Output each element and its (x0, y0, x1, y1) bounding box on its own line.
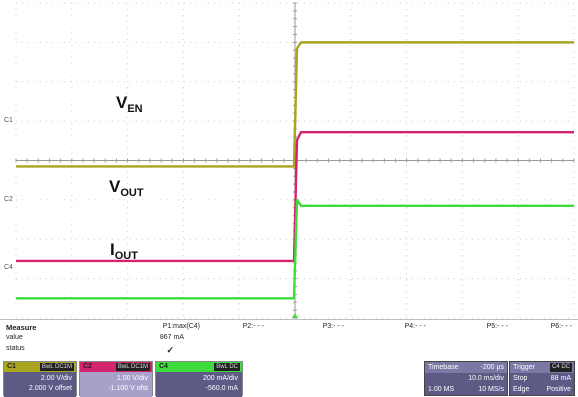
channel-c2-title: C2 BwL DC1M (80, 362, 152, 372)
channel-c1-title: C1 BwL DC1M (4, 362, 76, 372)
value-row-label: value (6, 334, 23, 341)
channel-c4-descriptor[interactable]: C4 BwL DC 200 mA/div -560.0 mA (155, 361, 243, 397)
channel-c4-scale: 200 mA/div (202, 375, 238, 382)
param-p3-name[interactable]: P3:- - - (322, 323, 344, 330)
channel-c1-descriptor[interactable]: C1 BwL DC1M 2.00 V/div 2.000 V offset (3, 361, 77, 397)
channel-c1-offset: 2.000 V offset (28, 385, 72, 392)
timebase-header: Timebase -200 µs (425, 362, 507, 373)
param-p1-status-check-icon: ✓ (166, 345, 174, 355)
trigger-mode-row: Stop 88 mA (510, 373, 574, 384)
channel-c4-title: C4 BwL DC (156, 362, 242, 372)
waveform-display[interactable]: C1 C2 C4 VEN VOUT IOUT (0, 0, 578, 320)
c2-ground-marker: C2 (4, 196, 13, 203)
c2-vout-trace (16, 130, 574, 263)
channel-c4-offset: -560.0 mA (205, 385, 238, 392)
trigger-header: Trigger C4 DC (510, 362, 574, 373)
measure-panel: Measure P1:max(C4) P2:- - - P3:- - - P4:… (0, 320, 578, 360)
channel-c2-descriptor[interactable]: C2 BwL DC1M 1.00 V/div -1.100 V ofst (79, 361, 153, 397)
c1-ground-marker: C1 (4, 117, 13, 124)
channel-descriptor-bar: C1 BwL DC1M 2.00 V/div 2.000 V offset C2… (0, 361, 578, 397)
channel-c4-body: 200 mA/div -560.0 mA (156, 372, 242, 397)
trigger-title: Trigger (513, 364, 535, 371)
measure-header-row: Measure P1:max(C4) P2:- - - P3:- - - P4:… (6, 323, 572, 333)
timebase-samples: 1.00 MS (428, 386, 455, 393)
measure-title: Measure (6, 323, 37, 332)
ven-label: VEN (116, 93, 143, 115)
channel-c2-offset: -1.100 V ofst (108, 385, 148, 392)
param-p1-name[interactable]: P1:max(C4) (162, 323, 200, 330)
timebase-samples-row: 1.00 MS 10 MS/s (425, 384, 507, 395)
channel-c4-coupling: BwL DC (214, 363, 240, 371)
timebase-title: Timebase (428, 364, 459, 371)
trigger-slope: Positive (546, 386, 571, 393)
timebase-descriptor[interactable]: Timebase -200 µs 10.0 ms/div 1.00 MS 10 … (424, 361, 508, 396)
channel-c2-scale: 1.00 V/div (116, 375, 148, 382)
measure-status-row: status ✓ (6, 345, 572, 355)
trigger-descriptor[interactable]: Trigger C4 DC Stop 88 mA Edge Positive (509, 361, 575, 396)
param-p5-name[interactable]: P5:- - - (486, 323, 508, 330)
trigger-marker-icon (292, 313, 298, 318)
trigger-level: 88 mA (550, 375, 571, 382)
timebase-delay: -200 µs (480, 364, 505, 371)
trigger-mode: Stop (513, 375, 528, 382)
measure-value-row: value 867 mA (6, 334, 572, 344)
param-p2-name[interactable]: P2:- - - (242, 323, 264, 330)
channel-c1-coupling: BwL DC1M (39, 363, 74, 371)
param-p1-value: 867 mA (159, 334, 184, 341)
c4-ground-marker: C4 (4, 264, 13, 271)
c1-ven-trace (16, 41, 574, 168)
timebase-scale: 10.0 ms/div (468, 375, 504, 382)
vout-label: VOUT (109, 177, 144, 199)
channel-c1-body: 2.00 V/div 2.000 V offset (4, 372, 76, 397)
param-p4-name[interactable]: P4:- - - (404, 323, 426, 330)
trigger-type: Edge (513, 386, 530, 393)
timebase-rate: 10 MS/s (478, 386, 504, 393)
trigger-channel: C4 DC (549, 363, 572, 372)
status-row-label: status (6, 345, 25, 352)
channel-c2-coupling: BwL DC1M (115, 363, 150, 371)
channel-c1-scale: 2.00 V/div (40, 375, 72, 382)
trigger-type-row: Edge Positive (510, 384, 574, 395)
c4-iout-trace (16, 198, 574, 300)
timebase-scale-row: 10.0 ms/div (425, 373, 507, 384)
iout-label: IOUT (110, 240, 138, 262)
channel-c2-body: 1.00 V/div -1.100 V ofst (80, 372, 152, 397)
waveform-plot (15, 2, 575, 319)
param-p6-name[interactable]: P6:- - - (550, 323, 572, 330)
